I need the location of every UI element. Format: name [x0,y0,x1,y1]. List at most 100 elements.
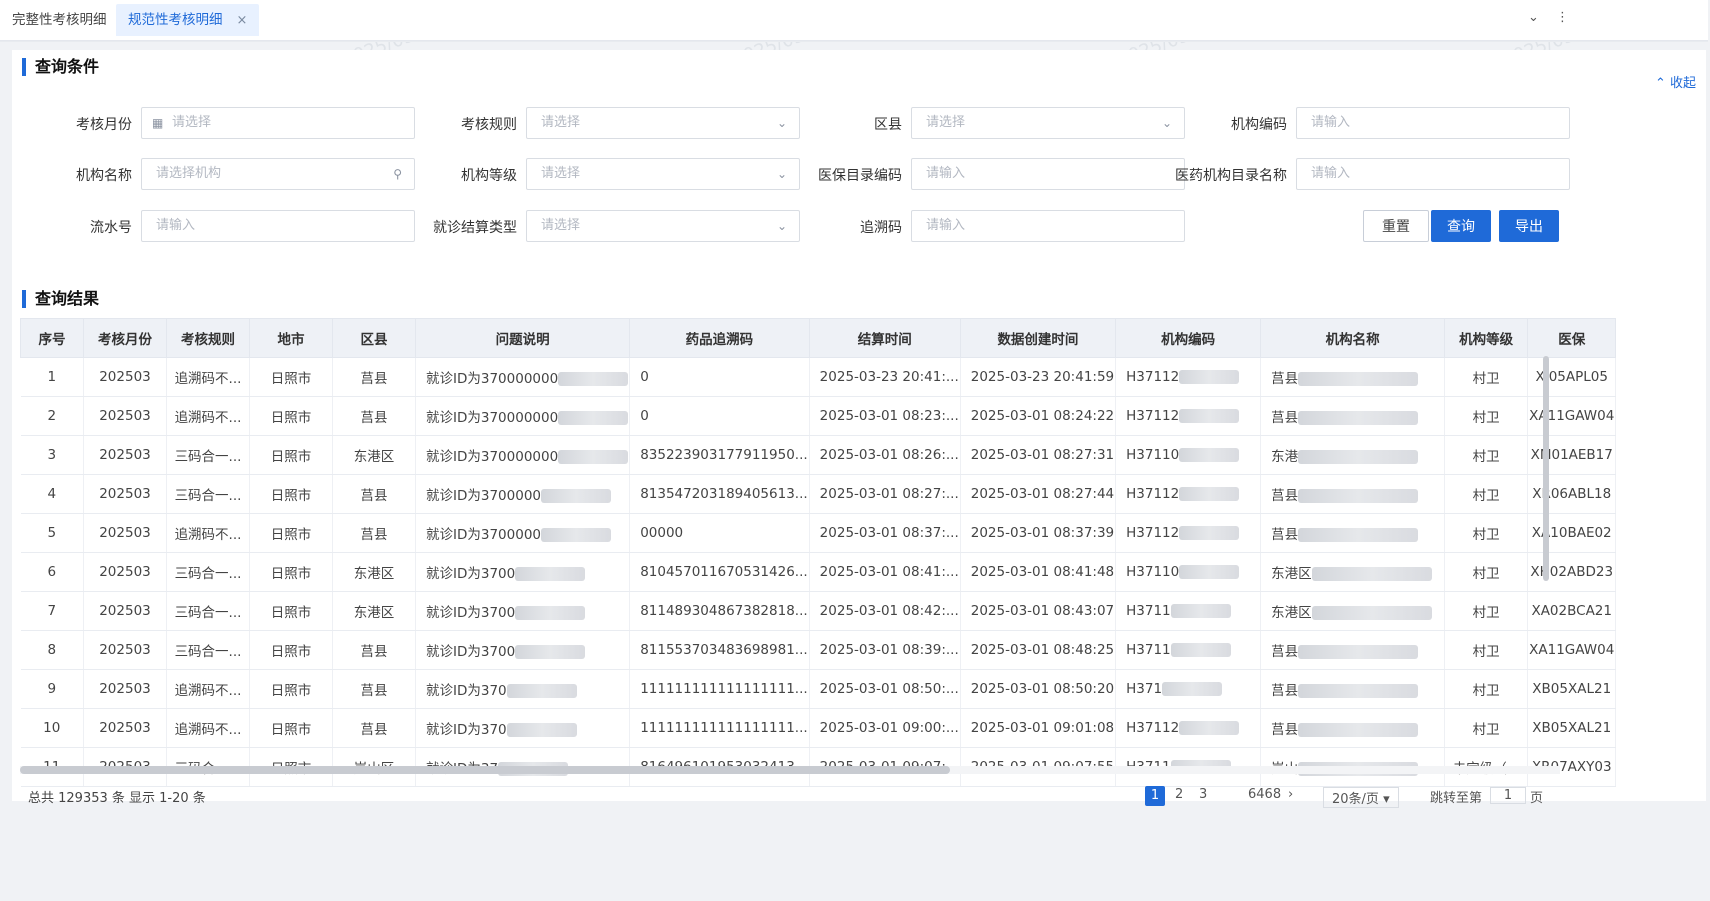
table-cell: 莒县 [1260,396,1446,436]
cell-text: 追溯码不... [174,371,242,387]
table-cell: 2025-03-01 08:42:... [809,591,961,631]
cell-text: XA10BAE02 [1531,525,1612,541]
result-table: 序号 考核月份 考核规则 地市 区县 问题说明 药品追溯码 结算时间 数据创建时间 机构编码 机构名… [20,318,1617,787]
page-1[interactable]: 1 [1145,786,1165,806]
cell-text: 2025-03-01 08:37:39 [970,525,1115,541]
table-row[interactable]: 4 202503 三码合一... 日照市 莒县 就诊ID为3700000 813547203… [20,474,1617,514]
org-level-placeholder: 请选择 [541,166,581,181]
table-cell: XB05XAL21 [1527,708,1617,748]
month-label: 考核月份 [76,117,132,133]
table-cell: 日照市 [249,669,333,709]
cell-text: 202503 [99,681,151,697]
org-level-select[interactable]: 请选择 ⌄ [526,158,800,190]
column-header: 序号 [20,318,84,358]
rule-select[interactable]: 请选择 ⌄ [526,107,800,139]
table-cell: 835223903177911950... [629,435,810,475]
page-size-select[interactable]: 20条/页 ▾ [1323,787,1399,808]
table-cell: 2025-03-01 08:27:44 [960,474,1117,514]
org-code-input[interactable]: 请输入 [1296,107,1570,139]
cell-text: 东港区 [1271,605,1312,621]
table-row[interactable]: 5 202503 追溯码不... 日照市 莒县 就诊ID为3700000 00000 2025… [20,513,1617,553]
table-cell: 莒县 [1260,513,1446,553]
table-cell: H371 [1115,669,1262,709]
table-cell: 东港区 [332,591,416,631]
serial-no-label: 流水号 [90,220,132,236]
collapse-toggle[interactable]: ⌃ 收起 [1655,72,1696,91]
table-row[interactable]: 6 202503 三码合一... 日照市 东港区 就诊ID为3700 81045701167… [20,552,1617,592]
table-cell: 2025-03-23 20:41:59 [960,357,1117,397]
month-picker[interactable]: ▦ 请选择 [141,107,415,139]
table-cell: 东港区 [1260,552,1446,592]
table-row[interactable]: 3 202503 三码合一... 日照市 东港区 就诊ID为370000000 835223… [20,435,1617,475]
cell-text: H37112 [1126,486,1180,502]
settle-type-select[interactable]: 请选择 ⌄ [526,210,800,242]
close-icon[interactable]: × [236,13,248,28]
cell-text: 莒县 [1271,371,1299,387]
page-3[interactable]: 3 [1199,787,1208,802]
cell-text: 3 [47,447,57,463]
cell-text: 三码合一... [174,566,242,582]
cell-text: 2025-03-01 08:27:44 [970,486,1115,502]
settle-type-label: 就诊结算类型 [433,220,517,236]
column-header: 数据创建时间 [959,318,1117,358]
search-button[interactable]: 查询 [1431,210,1491,242]
horizontal-scrollbar[interactable] [20,766,950,774]
table-cell: 莒县 [332,357,416,397]
cell-text: 就诊ID为370000000 [426,449,559,465]
table-row[interactable]: 9 202503 追溯码不... 日照市 莒县 就诊ID为370 1111111111111… [20,669,1617,709]
org-name-label: 机构名称 [76,168,132,184]
redacted-blur [1298,723,1419,737]
table-cell: 东港区 [332,552,416,592]
column-header: 问题说明 [414,318,631,358]
column-header: 机构编码 [1115,318,1262,358]
table-cell: 莒县 [1260,630,1446,670]
table-row[interactable]: 1 202503 追溯码不... 日照市 莒县 就诊ID为370000000 0 2025-0… [20,357,1617,397]
cell-text: 2025-03-01 08:43:07 [970,603,1115,619]
table-cell: XM01AEB17 [1527,435,1617,475]
table-cell: 三码合一... [166,552,250,592]
query-title: 查询条件 [22,58,99,76]
cell-text: 2025-03-01 08:23:... [819,408,959,424]
table-row[interactable]: 7 202503 三码合一... 日照市 东港区 就诊ID为3700 81148930486… [20,591,1617,631]
chevron-down-icon: ⌄ [1161,116,1172,130]
cell-text: 00000 [640,525,684,541]
chevron-down-icon[interactable]: ⌄ [1528,10,1539,25]
table-cell: XA11GAW04 [1527,396,1617,436]
catalog-name-placeholder: 请输入 [1311,166,1351,181]
tab-completeness[interactable]: 完整性考核明细 [0,4,119,36]
district-select[interactable]: 请选择 ⌄ [911,107,1185,139]
catalog-name-input[interactable]: 请输入 [1296,158,1570,190]
redacted-blur [515,606,586,620]
trace-code-input[interactable]: 请输入 [911,210,1185,242]
cell-text: 202503 [99,603,151,619]
vertical-scrollbar[interactable] [1543,356,1549,581]
page-2[interactable]: 2 [1175,787,1184,802]
table-row[interactable]: 8 202503 三码合一... 日照市 莒县 就诊ID为3700 811553703483… [20,630,1617,670]
tab-standardization[interactable]: 规范性考核明细 × [116,4,260,36]
page-last[interactable]: 6468 [1248,787,1282,802]
export-button[interactable]: 导出 [1499,210,1559,242]
column-header: 地市 [249,318,333,358]
org-name-input[interactable]: 请选择机构 ⚲ [141,158,415,190]
table-cell: 7 [20,591,84,631]
table-row[interactable]: 2 202503 追溯码不... 日照市 莒县 就诊ID为370000000 0 2025-0… [20,396,1617,436]
table-cell: 2025-03-01 09:01:08 [960,708,1117,748]
table-cell: H37112 [1115,396,1262,436]
district-placeholder: 请选择 [926,115,966,130]
reset-button[interactable]: 重置 [1363,210,1429,242]
trace-code-label: 追溯码 [860,220,902,236]
next-page-icon[interactable]: › [1288,787,1294,802]
table-cell: 00000 [629,513,810,553]
cell-text: H3711 [1126,642,1171,658]
cell-text: 9 [47,681,57,697]
expand-icon[interactable]: ⋮ [1556,10,1569,25]
serial-no-input[interactable]: 请输入 [141,210,415,242]
table-row[interactable]: 10 202503 追溯码不... 日照市 莒县 就诊ID为370 111111111111… [20,708,1617,748]
insurance-code-input[interactable]: 请输入 [911,158,1185,190]
goto-input[interactable]: 1 [1490,787,1526,804]
table-cell: 莒县 [332,669,416,709]
cell-text: XH02ABD23 [1530,564,1614,580]
table-cell: 就诊ID为3700 [415,552,631,592]
table-cell: 村卫 [1444,396,1529,436]
cell-text: 追溯码不... [174,722,242,738]
